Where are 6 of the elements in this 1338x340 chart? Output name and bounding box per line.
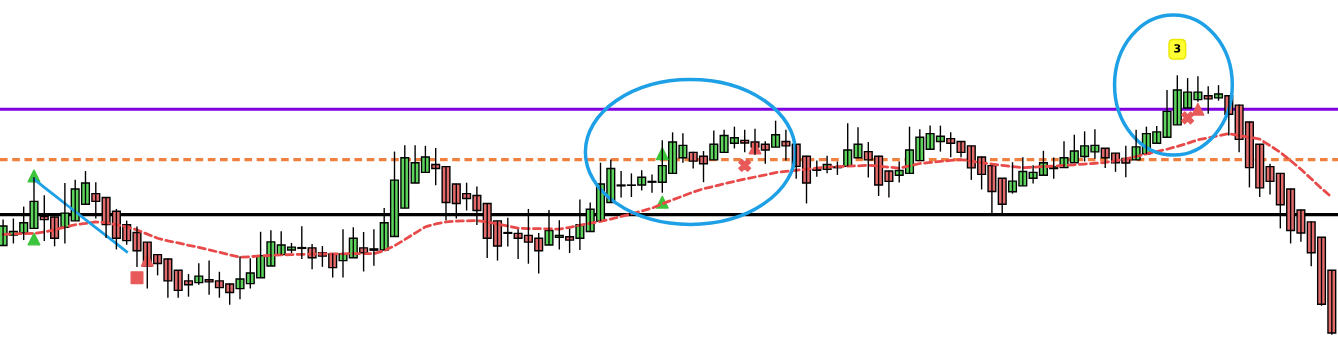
point <box>27 232 41 246</box>
point <box>1181 111 1195 125</box>
point <box>130 271 144 285</box>
point <box>1191 102 1205 116</box>
text: 3 <box>1174 44 1181 53</box>
point <box>738 158 752 172</box>
